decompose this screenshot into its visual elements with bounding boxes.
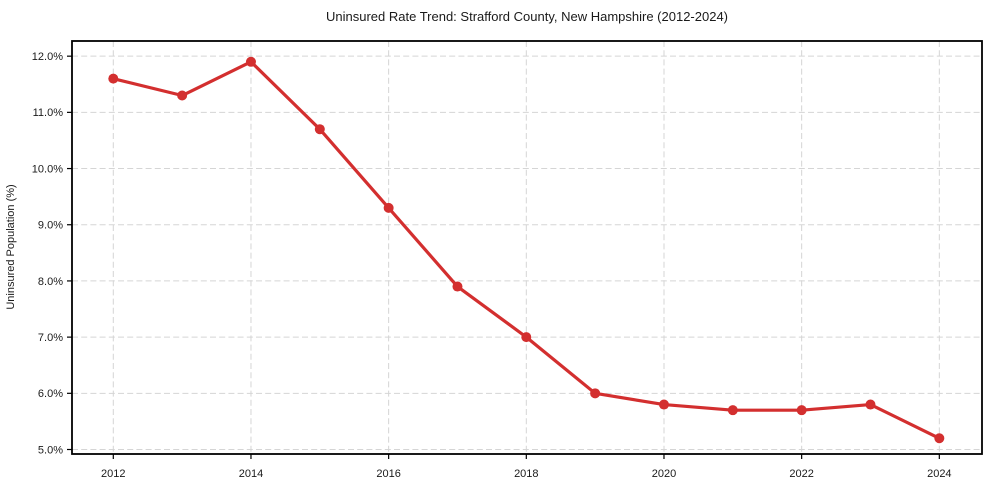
y-tick-label: 11.0% xyxy=(33,107,64,119)
y-tick-label: 8.0% xyxy=(38,276,63,288)
y-tick-label: 6.0% xyxy=(38,388,63,400)
y-axis-label: Uninsured Population (%) xyxy=(5,184,17,309)
data-point xyxy=(865,399,876,410)
data-point xyxy=(383,202,394,213)
data-point xyxy=(590,388,601,399)
data-point xyxy=(658,399,669,410)
y-tick-label: 9.0% xyxy=(38,220,63,232)
y-tick-label: 12.0% xyxy=(32,51,63,63)
data-point xyxy=(796,405,807,416)
y-tick-label: 7.0% xyxy=(38,332,63,344)
x-tick-label: 2020 xyxy=(652,468,676,480)
data-point xyxy=(452,281,463,292)
chart-title: Uninsured Rate Trend: Strafford County, … xyxy=(326,9,728,24)
y-tick-label: 5.0% xyxy=(38,444,63,456)
data-point xyxy=(934,433,945,444)
x-tick-label: 2018 xyxy=(514,468,538,480)
data-point xyxy=(177,90,188,101)
y-tick-label: 10.0% xyxy=(32,163,63,175)
plot-border xyxy=(71,40,983,455)
x-tick-label: 2024 xyxy=(927,468,951,480)
data-point xyxy=(245,56,256,67)
data-point xyxy=(108,73,119,84)
x-tick-label: 2016 xyxy=(376,468,400,480)
data-point xyxy=(314,124,325,135)
x-tick-label: 2022 xyxy=(789,468,813,480)
data-point xyxy=(521,332,532,343)
plot-area: 5.0% 6.0% 7.0% 8.0% 9.0% 10.0% 11.0% 12.0% 2012 2… xyxy=(32,40,983,480)
x-tick-label: 2012 xyxy=(101,468,125,480)
x-tick-label: 2014 xyxy=(239,468,263,480)
data-point xyxy=(727,405,738,416)
